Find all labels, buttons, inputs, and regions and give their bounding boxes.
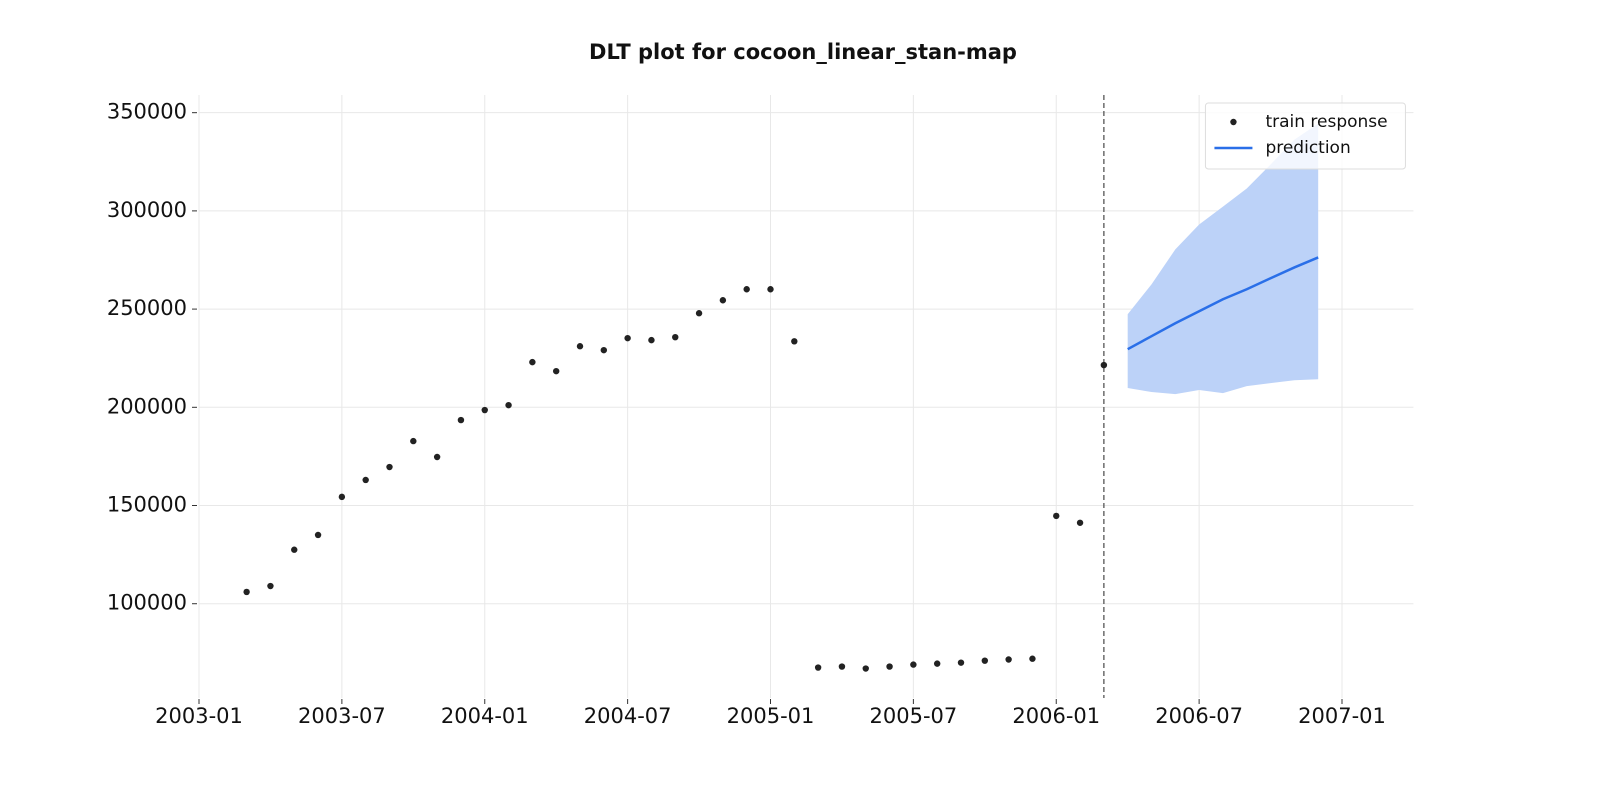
data-point bbox=[838, 663, 846, 670]
data-point bbox=[1100, 361, 1108, 369]
x-tick-label: 2003-01 bbox=[155, 704, 243, 728]
y-tick-label: 350000 bbox=[107, 100, 187, 124]
prediction-line bbox=[1127, 256, 1319, 351]
data-point bbox=[933, 660, 941, 667]
x-tick-label: 2005-07 bbox=[870, 704, 958, 728]
data-point bbox=[267, 582, 274, 590]
data-point bbox=[433, 453, 441, 461]
data-point bbox=[672, 333, 679, 341]
x-tick-label: 2004-07 bbox=[584, 704, 672, 728]
y-tick-label: 300000 bbox=[107, 198, 187, 222]
prediction-band bbox=[1127, 123, 1319, 395]
y-tick-label: 250000 bbox=[107, 296, 187, 320]
x-tick-label: 2003-07 bbox=[298, 704, 386, 728]
data-point bbox=[957, 659, 965, 666]
data-point bbox=[648, 336, 655, 344]
chart-title: DLT plot for cocoon_linear_stan-map bbox=[589, 40, 1017, 64]
x-tick-label: 2005-01 bbox=[727, 704, 815, 728]
legend-label: train response bbox=[1265, 112, 1387, 132]
data-point bbox=[886, 663, 893, 670]
data-point bbox=[1053, 512, 1060, 520]
data-point bbox=[505, 401, 512, 409]
x-tick-label: 2004-01 bbox=[441, 704, 529, 728]
legend-label: prediction bbox=[1265, 138, 1350, 158]
y-tick-label: 200000 bbox=[107, 394, 187, 418]
data-point bbox=[457, 416, 465, 424]
x-tick-label: 2007-01 bbox=[1298, 704, 1386, 728]
data-point bbox=[910, 661, 917, 668]
data-point bbox=[695, 310, 703, 317]
data-point bbox=[576, 343, 584, 350]
data-point bbox=[743, 286, 750, 293]
data-point bbox=[862, 665, 869, 672]
data-point bbox=[981, 657, 989, 664]
data-point bbox=[552, 367, 560, 375]
y-tick-label: 150000 bbox=[107, 493, 187, 517]
data-point bbox=[1005, 656, 1012, 663]
legend-box bbox=[1204, 102, 1406, 170]
data-point bbox=[814, 664, 822, 671]
data-point bbox=[624, 334, 631, 342]
data-point bbox=[314, 531, 322, 539]
data-point bbox=[243, 588, 250, 596]
data-point bbox=[481, 406, 488, 414]
data-point bbox=[719, 297, 727, 304]
data-point bbox=[1076, 519, 1084, 526]
data-point bbox=[410, 437, 417, 445]
data-point bbox=[767, 286, 774, 293]
y-tick-label: 100000 bbox=[107, 591, 187, 615]
data-point bbox=[791, 338, 798, 345]
legend: train response prediction bbox=[1204, 102, 1406, 170]
data-point bbox=[291, 546, 298, 553]
x-tick-label: 2006-01 bbox=[1012, 704, 1100, 728]
data-point bbox=[386, 463, 393, 471]
data-point bbox=[338, 493, 346, 501]
legend-marker bbox=[1230, 118, 1237, 126]
grid bbox=[198, 95, 1414, 698]
data-point bbox=[600, 346, 608, 354]
data-point bbox=[1029, 655, 1036, 662]
data-point bbox=[362, 476, 369, 484]
data-point bbox=[529, 358, 536, 366]
x-tick-label: 2006-07 bbox=[1155, 704, 1243, 728]
